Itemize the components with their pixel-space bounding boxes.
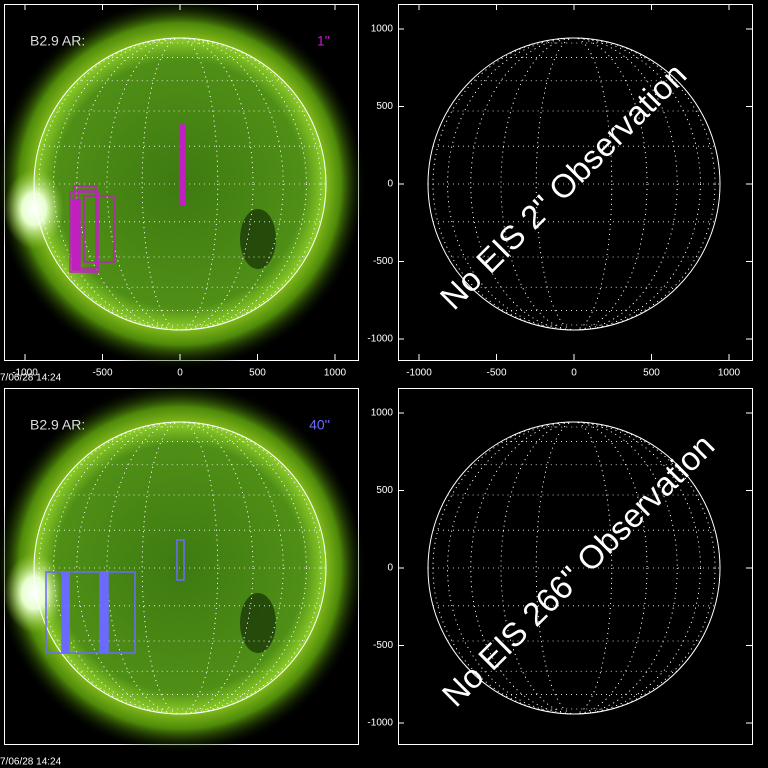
longitude-line xyxy=(38,37,322,331)
longitude-line xyxy=(76,421,284,715)
x-tick-label: -1000 xyxy=(406,368,432,379)
longitude-line xyxy=(141,37,219,331)
longitude-line xyxy=(53,421,307,715)
y-tick-label: 1000 xyxy=(371,24,394,35)
x-tick-label: -500 xyxy=(92,368,112,379)
longitude-line xyxy=(470,37,678,331)
x-tick-label: 0 xyxy=(571,368,577,379)
longitude-line xyxy=(106,421,254,715)
y-tick-label: -500 xyxy=(373,256,393,267)
scale-label: 40'' xyxy=(309,417,330,433)
y-tick-label: -500 xyxy=(373,640,393,651)
timestamp: 7/06/28 14:24 xyxy=(0,373,62,384)
longitude-line xyxy=(432,421,716,715)
coronal-hole xyxy=(240,593,276,653)
x-tick-label: 0 xyxy=(177,368,183,379)
flare xyxy=(4,553,64,633)
coronal-hole xyxy=(240,209,276,269)
longitude-line xyxy=(535,37,613,331)
longitude-line xyxy=(38,421,322,715)
x-tick-label: 1000 xyxy=(324,368,347,379)
y-tick-label: 0 xyxy=(387,563,393,574)
longitude-line xyxy=(432,37,716,331)
longitude-line xyxy=(500,37,648,331)
y-tick-label: -1000 xyxy=(367,718,393,729)
y-tick-label: 0 xyxy=(387,179,393,190)
y-tick-label: 500 xyxy=(376,485,393,496)
scale-label: 1'' xyxy=(317,33,330,49)
longitude-line xyxy=(53,37,307,331)
no-observation-message: No EIS 2'' Observation xyxy=(433,56,694,317)
eis-rasters-top xyxy=(69,124,186,273)
longitude-line xyxy=(141,421,219,715)
longitude-line xyxy=(76,37,284,331)
longitude-line xyxy=(447,37,701,331)
y-tick-label: -1000 xyxy=(367,334,393,345)
longitude-line xyxy=(470,421,678,715)
panel-label: B2.9 AR: xyxy=(30,417,85,433)
x-tick-label: 1000 xyxy=(718,368,741,379)
x-tick-label: -1000 xyxy=(12,368,38,379)
longitude-line xyxy=(535,421,613,715)
y-tick-label: 1000 xyxy=(371,408,394,419)
longitude-line xyxy=(106,37,254,331)
longitude-line xyxy=(447,421,701,715)
x-tick-label: 500 xyxy=(249,368,266,379)
eis-rasters-bottom xyxy=(45,539,185,654)
x-tick-label: -500 xyxy=(486,368,506,379)
flare xyxy=(4,169,64,249)
x-tick-label: 500 xyxy=(643,368,660,379)
longitude-line xyxy=(500,421,648,715)
timestamp: 7/06/28 14:24 xyxy=(0,757,62,768)
y-tick-label: 500 xyxy=(376,101,393,112)
panel-label: B2.9 AR: xyxy=(30,33,85,49)
